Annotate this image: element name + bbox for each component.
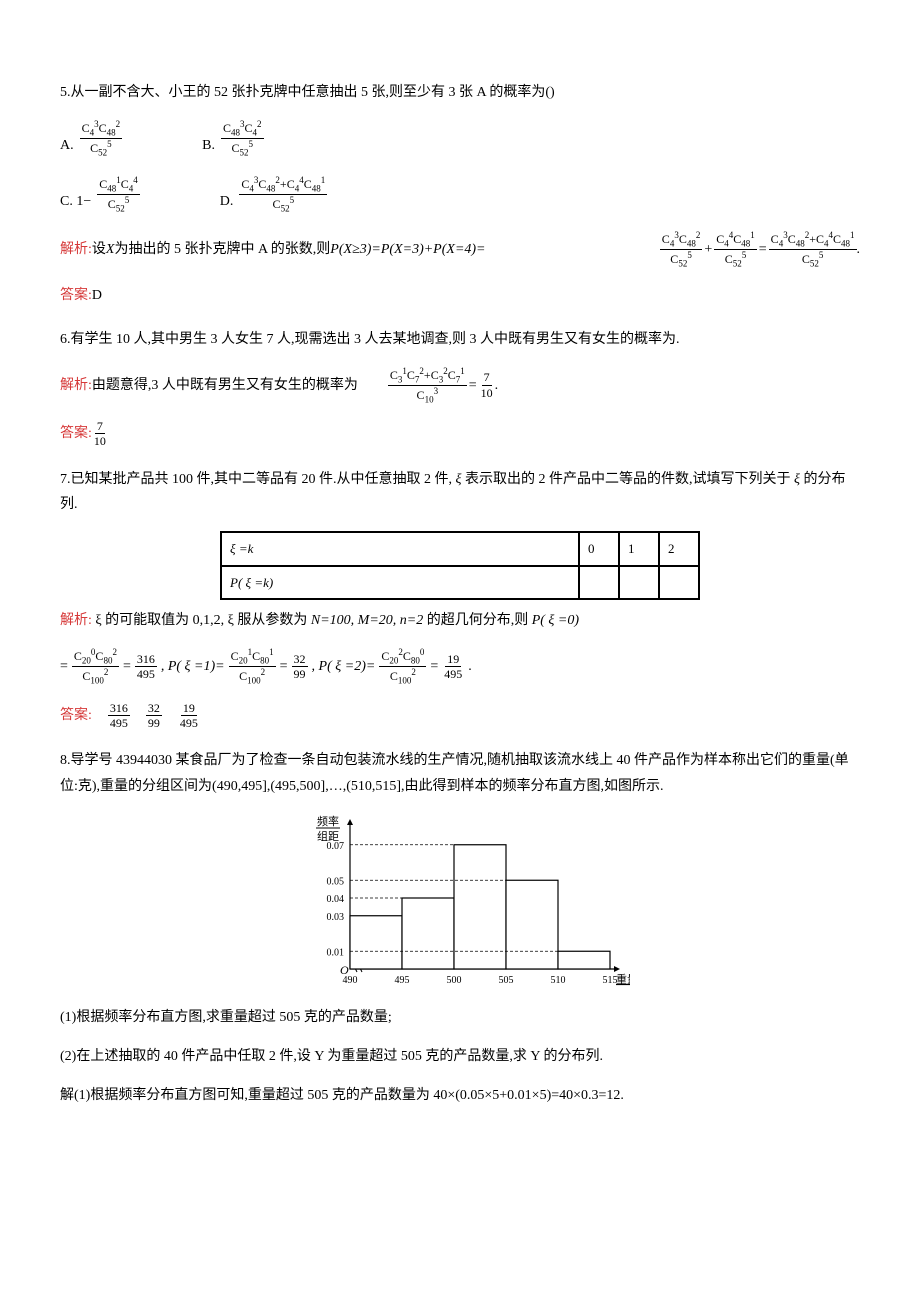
frequency-histogram: 频率组距O0.010.030.040.050.07490495500505510… [290, 813, 630, 993]
opt-b-den: C525 [230, 139, 256, 158]
svg-text:0.05: 0.05 [327, 876, 345, 887]
table-cell-label: ξ =k [221, 532, 579, 565]
svg-text:0.04: 0.04 [327, 894, 345, 905]
eq: = [759, 237, 767, 262]
svg-text:500: 500 [447, 975, 462, 986]
period: . [495, 373, 499, 398]
q6-eq: = [469, 373, 477, 398]
analysis-label: 解析: [60, 237, 92, 262]
opt-a-frac: C43C482 C525 [80, 119, 123, 158]
q7-distribution-table: ξ =k 0 1 2 P( ξ =k) [220, 531, 700, 600]
q5-rhs: C43C482C525 + C44C481C525 = C43C482+C44C… [660, 230, 857, 269]
table-row: P( ξ =k) [221, 566, 699, 599]
opt-d-num: C43C482+C44C481 [239, 175, 327, 195]
histogram-svg: 频率组距O0.010.030.040.050.07490495500505510… [290, 813, 630, 993]
q8-sub2: (2)在上述抽取的 40 件产品中任取 2 件,设 Y 为重量超过 505 克的… [60, 1044, 860, 1069]
q5-options-row-1: A. C43C482 C525 B. C483C42 C525 [60, 119, 860, 158]
q6-text: 6.有学生 10 人,其中男生 3 人女生 7 人,现需选出 3 人去某地调查,… [60, 327, 860, 352]
q5-answer-label: 答案: [60, 288, 92, 303]
table-cell [579, 566, 619, 599]
table-cell: 1 [619, 532, 659, 565]
q7-text: 7.已知某批产品共 100 件,其中二等品有 20 件.从中任意抽取 2 件, … [60, 467, 860, 517]
table-row: ξ =k 0 1 2 [221, 532, 699, 565]
q6-analysis-text: 由题意得,3 人中既有男生又有女生的概率为 [92, 373, 358, 398]
q6-math: C31C72+C32C71C103 = 710 [388, 366, 495, 405]
plus: + [704, 237, 712, 262]
svg-text:0.03: 0.03 [327, 911, 345, 922]
opt-b-frac: C483C42 C525 [221, 119, 264, 158]
q7-answer-line: 答案: 316495 3299 19495 [60, 701, 860, 731]
svg-text:0.07: 0.07 [327, 840, 345, 851]
opt-b-num: C483C42 [221, 119, 264, 139]
svg-text:490: 490 [343, 975, 358, 986]
q5-answer-line: 答案:D [60, 283, 860, 308]
q6-answer-label: 答案: [60, 421, 92, 446]
q5-analysis-eq-left: P(X≥3)=P(X=3)+P(X=4)= [330, 237, 485, 262]
table-cell-label: P( ξ =k) [221, 566, 579, 599]
opt-a-num: C43C482 [80, 119, 123, 139]
opt-a-den: C525 [88, 139, 114, 158]
opt-a-label: A. [60, 133, 74, 158]
q5-option-a: A. C43C482 C525 [60, 119, 122, 158]
q5-analysis-var: X [106, 237, 115, 262]
q7-eq-row: = C200C802C1002 = 316495 , P( ξ =1)= C20… [60, 647, 860, 686]
q8-sub1: (1)根据频率分布直方图,求重量超过 505 克的产品数量; [60, 1005, 860, 1030]
q5-option-b: B. C483C42 C525 [202, 119, 263, 158]
q6-answer-line: 答案: 710 [60, 419, 860, 449]
svg-text:505: 505 [499, 975, 514, 986]
q6-answer-frac: 710 [92, 419, 108, 449]
q8-sol1: 解(1)根据频率分布直方图可知,重量超过 505 克的产品数量为 40×(0.0… [60, 1083, 860, 1108]
question-6: 6.有学生 10 人,其中男生 3 人女生 7 人,现需选出 3 人去某地调查,… [60, 327, 860, 449]
q5-text: 5.从一副不含大、小王的 52 张扑克牌中任意抽出 5 张,则至少有 3 张 A… [60, 80, 860, 105]
q5-option-d: D. C43C482+C44C481 C525 [220, 175, 327, 214]
q5-analysis-t1: 设 [92, 237, 106, 262]
q7-analysis-label: 解析: [60, 613, 92, 628]
period: . [857, 237, 861, 262]
table-cell [659, 566, 699, 599]
question-7: 7.已知某批产品共 100 件,其中二等品有 20 件.从中任意抽取 2 件, … [60, 467, 860, 731]
opt-c-num: C481C44 [97, 175, 140, 195]
opt-b-label: B. [202, 133, 215, 158]
table-cell: 2 [659, 532, 699, 565]
table-cell [619, 566, 659, 599]
q7-answer-label: 答案: [60, 703, 92, 728]
q6-analysis-label: 解析: [60, 373, 92, 398]
opt-c-frac: C481C44 C525 [97, 175, 140, 214]
q5-analysis: 解析: 设 X 为抽出的 5 张扑克牌中 A 的张数,则 P(X≥3)=P(X=… [60, 230, 860, 269]
table-cell: 0 [579, 532, 619, 565]
q5-analysis-t2: 为抽出的 5 张扑克牌中 A 的张数,则 [114, 237, 330, 262]
question-5: 5.从一副不含大、小王的 52 张扑克牌中任意抽出 5 张,则至少有 3 张 A… [60, 80, 860, 309]
opt-d-frac: C43C482+C44C481 C525 [239, 175, 327, 214]
svg-text:频率: 频率 [317, 814, 339, 828]
q7-analysis: 解析: ξ 的可能取值为 0,1,2, ξ 服从参数为 N=100, M=20,… [60, 608, 860, 633]
q6-analysis: 解析: 由题意得,3 人中既有男生又有女生的概率为 C31C72+C32C71C… [60, 366, 860, 405]
question-8: 8.导学号 43944030 某食品厂为了检查一条自动包装流水线的生产情况,随机… [60, 748, 860, 1108]
opt-d-den: C525 [271, 195, 297, 214]
svg-text:495: 495 [395, 975, 410, 986]
svg-text:重量/克: 重量/克 [616, 972, 630, 986]
q5-option-c: C. 1− C481C44 C525 [60, 175, 140, 214]
opt-c-den: C525 [106, 195, 132, 214]
svg-text:510: 510 [551, 975, 566, 986]
q5-answer: D [92, 288, 102, 303]
opt-c-label: C. 1− [60, 189, 91, 214]
q8-text: 8.导学号 43944030 某食品厂为了检查一条自动包装流水线的生产情况,随机… [60, 748, 860, 798]
svg-text:0.01: 0.01 [327, 947, 345, 958]
q5-options-row-2: C. 1− C481C44 C525 D. C43C482+C44C481 C5… [60, 175, 860, 214]
opt-d-label: D. [220, 189, 234, 214]
